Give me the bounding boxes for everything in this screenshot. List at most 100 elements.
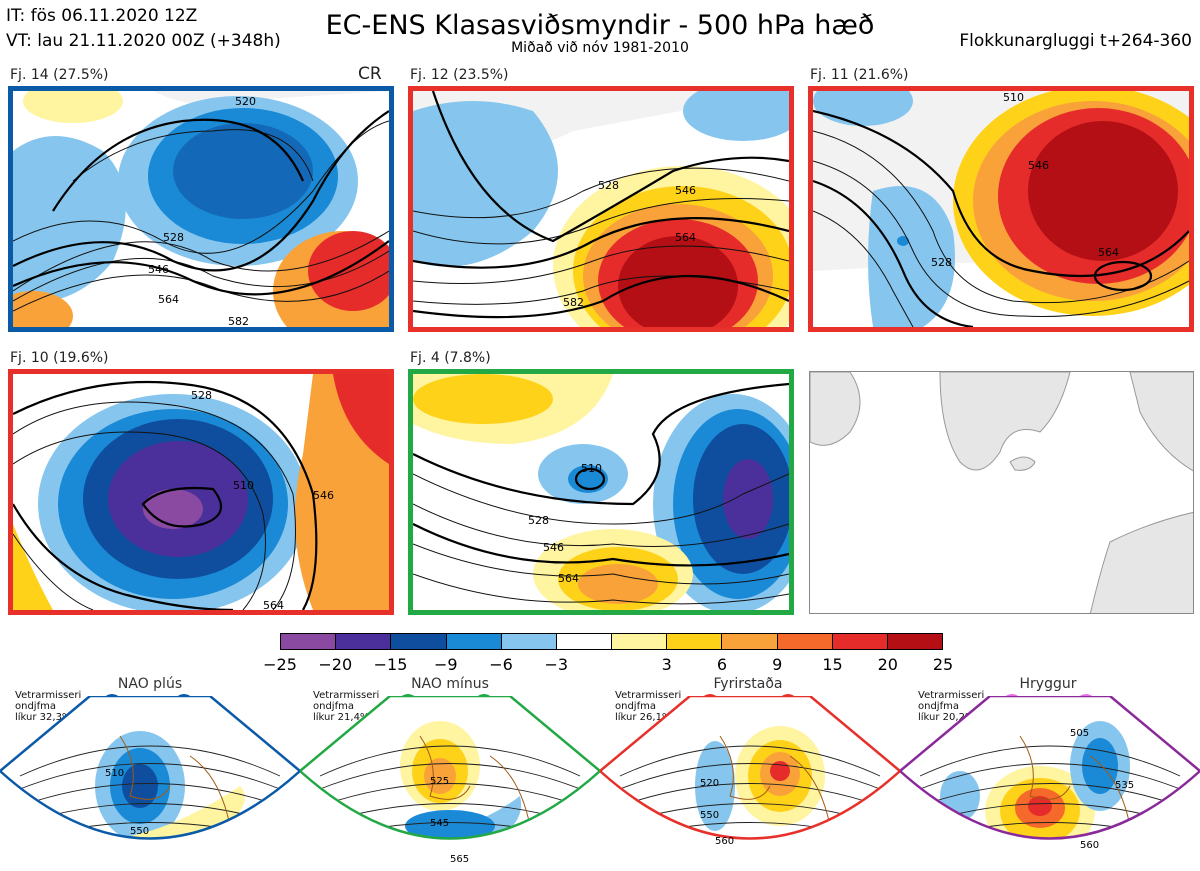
colorbar-tick-label: −9 xyxy=(433,655,458,674)
cluster-map-fj14: 528 546 564 582 520 xyxy=(8,86,394,332)
contour-label: 520 xyxy=(700,778,719,789)
colorbar-cell xyxy=(501,634,557,649)
colorbar xyxy=(280,633,943,650)
contour-label: 545 xyxy=(430,818,449,829)
contour-label: 546 xyxy=(313,489,334,502)
contour-label: 564 xyxy=(675,231,696,244)
contour-label: 510 xyxy=(233,479,254,492)
regime-title: Hryggur xyxy=(1019,676,1077,692)
colorbar-tick-label: 6 xyxy=(716,655,728,674)
contour-label: 520 xyxy=(235,95,256,108)
regime-title: NAO plús xyxy=(117,676,183,692)
note-line: ondjfma xyxy=(615,701,656,712)
page-title: EC-ENS Klasasviðsmyndir - 500 hPa hæð xyxy=(325,10,875,41)
anomaly-map: 546 528 564 582 xyxy=(413,91,789,327)
colorbar-cell xyxy=(612,634,668,649)
regime-map: 510 550 xyxy=(0,696,300,840)
contour-label: 525 xyxy=(430,776,449,787)
contour-label: 582 xyxy=(228,315,249,327)
contour-label: 528 xyxy=(931,256,952,269)
colorbar-tick-label: −6 xyxy=(489,655,513,674)
contour-label: 528 xyxy=(191,389,212,402)
anomaly-map: 528 546 564 582 520 xyxy=(13,91,389,327)
contour-label: 582 xyxy=(563,296,584,309)
contour-label: 510 xyxy=(1003,91,1024,104)
contour-label: 564 xyxy=(558,572,579,585)
colorbar-tick-label: −25 xyxy=(263,655,297,674)
colorbar-cell xyxy=(832,634,888,649)
cluster-map-fj12: 546 528 564 582 xyxy=(408,86,794,332)
colorbar-cell xyxy=(391,634,447,649)
regime-title: Fyrirstaða xyxy=(713,676,783,692)
colorbar-cell xyxy=(281,634,337,649)
colorbar-tick-label: 15 xyxy=(822,655,843,674)
contour-label: 565 xyxy=(450,854,469,865)
colorbar-tick-label: 9 xyxy=(772,655,783,674)
colorbar-tick-label: −20 xyxy=(318,655,353,674)
contour-label: 528 xyxy=(528,514,549,527)
regime-probability-note: Vetrarmisseri ondjfma líkur 20,2% xyxy=(918,690,984,723)
page-subtitle: Miðað við nóv 1981-2010 xyxy=(511,40,689,56)
anomaly-map: 510 528 546 564 xyxy=(413,374,789,610)
anomaly-map: 510 528 546 564 xyxy=(813,91,1189,327)
note-line: ondjfma xyxy=(313,701,354,712)
note-line: ondjfma xyxy=(15,701,56,712)
contour-label: 564 xyxy=(158,293,179,306)
regime-probability-note: Vetrarmisseri ondjfma líkur 21,4% xyxy=(313,690,379,723)
colorbar-cell xyxy=(446,634,502,649)
colorbar-tick-label: −3 xyxy=(544,655,569,674)
colorbar-cell xyxy=(887,634,943,649)
valid-time: VT: lau 21.11.2020 00Z (+348h) xyxy=(6,31,281,51)
contour-label: 535 xyxy=(1115,780,1134,791)
regime-map: 505 535 560 xyxy=(900,696,1200,851)
contour-label: 564 xyxy=(1098,246,1119,259)
panel-1-label: Fj. 14 (27.5%) xyxy=(10,67,109,83)
contour-label: 564 xyxy=(263,599,284,610)
panel-1-tag: CR xyxy=(358,64,382,84)
note-line: Vetrarmisseri xyxy=(15,690,82,701)
regime-probability-note: Vetrarmisseri ondjfma líkur 26,1% xyxy=(615,690,681,723)
regime-title: NAO mínus xyxy=(411,676,489,692)
contour-label: 546 xyxy=(148,263,169,276)
note-line: líkur 26,1% xyxy=(615,712,672,723)
cluster-map-fj4: 510 528 546 564 xyxy=(408,369,794,615)
colorbar-cell xyxy=(556,634,613,649)
contour-label: 510 xyxy=(581,462,602,475)
colorbar-cell xyxy=(667,634,723,649)
colorbar-tick-label: 3 xyxy=(661,655,672,674)
note-line: Vetrarmisseri xyxy=(918,690,985,701)
panel-2-label: Fj. 12 (23.5%) xyxy=(410,67,509,83)
anomaly-map: 528 546 564 510 xyxy=(13,374,389,610)
classification-window: Flokkunargluggi t+264-360 xyxy=(959,31,1192,51)
contour-label: 505 xyxy=(1070,728,1089,739)
colorbar-cell xyxy=(777,634,833,649)
cluster-map-fj11: 510 528 546 564 xyxy=(808,86,1194,332)
regime-probability-note: Vetrarmisseri ondjfma líkur 32,3% xyxy=(15,690,81,723)
contour-label: 560 xyxy=(715,836,734,847)
contour-label: 546 xyxy=(1028,159,1049,172)
note-line: líkur 21,4% xyxy=(313,712,370,723)
contour-label: 546 xyxy=(543,541,564,554)
contour-label: 550 xyxy=(700,810,719,821)
note-line: Vetrarmisseri xyxy=(313,690,380,701)
panel-3-label: Fj. 11 (21.6%) xyxy=(810,67,909,83)
contour-label: 550 xyxy=(130,826,149,837)
colorbar-tick-label: 20 xyxy=(877,655,898,674)
panel-4-label: Fj. 10 (19.6%) xyxy=(10,350,109,366)
contour-label: 546 xyxy=(675,184,696,197)
contour-label: 560 xyxy=(1080,840,1099,851)
contour-label: 510 xyxy=(105,768,124,779)
note-line: líkur 20,2% xyxy=(918,712,975,723)
contour-label: 528 xyxy=(163,231,184,244)
note-line: ondjfma xyxy=(918,701,959,712)
regime-map: 520 550 560 xyxy=(600,696,900,847)
note-line: líkur 32,3% xyxy=(15,712,72,723)
init-time: IT: fös 06.11.2020 12Z xyxy=(6,6,198,26)
coastline-map xyxy=(810,372,1193,613)
colorbar-cell xyxy=(336,634,392,649)
empty-map xyxy=(809,371,1194,614)
colorbar-tick-label: 25 xyxy=(932,655,954,674)
colorbar-cell xyxy=(722,634,778,649)
note-line: Vetrarmisseri xyxy=(615,690,682,701)
regime-map: 525 545 565 xyxy=(300,696,600,865)
